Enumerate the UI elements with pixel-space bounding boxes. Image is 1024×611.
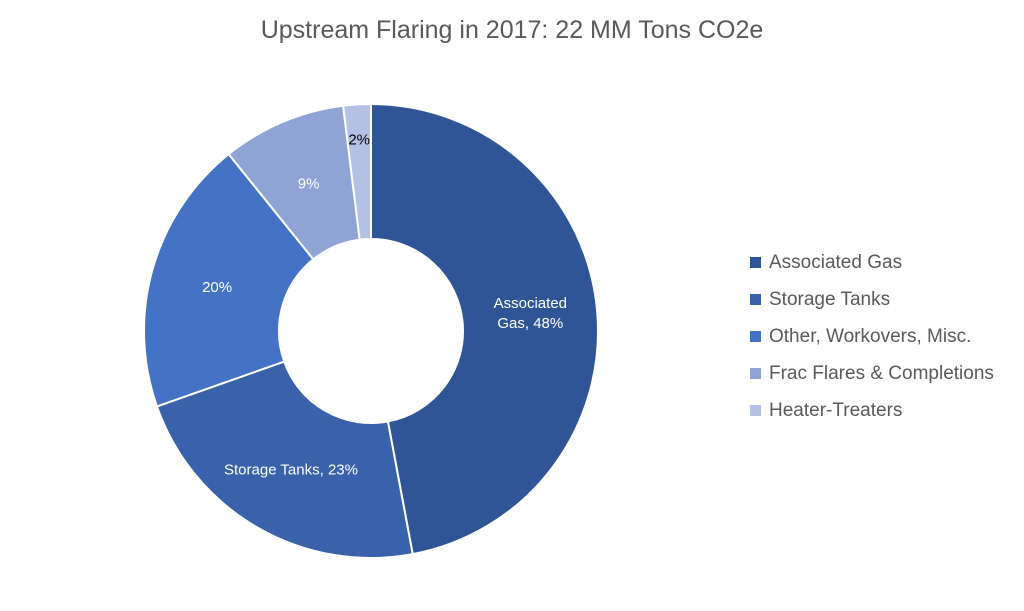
slice-other-workovers-misc [143,152,315,408]
legend-item: Storage Tanks [750,281,994,318]
data-label: 20% [202,279,232,296]
legend-item: Frac Flares & Completions [750,355,994,392]
legend-label: Storage Tanks [769,288,891,310]
slice-associated-gas [370,102,599,556]
legend-swatch [750,405,761,416]
legend-swatch [750,368,761,379]
chart-title: Upstream Flaring in 2017: 22 MM Tons CO2… [260,16,764,44]
data-label: Associated Gas, 48% [494,295,567,332]
slice-heater-treaters [341,102,372,241]
legend-item: Heater-Treaters [750,392,994,429]
legend-label: Other, Workovers, Misc. [769,325,972,347]
legend: Associated Gas Storage Tanks Other, Workov… [750,244,994,429]
legend-item: Associated Gas [750,244,994,281]
legend-item: Other, Workovers, Misc. [750,318,994,355]
legend-swatch [750,294,761,305]
legend-swatch [750,257,761,268]
slice-storage-tanks [155,360,414,559]
legend-label: Heater-Treaters [769,399,903,421]
legend-swatch [750,331,761,342]
data-label: 2% [348,131,370,148]
legend-label: Frac Flares & Completions [769,362,994,384]
legend-label: Associated Gas [769,251,903,273]
data-label: Storage Tanks, 23% [224,462,358,479]
data-label: 9% [298,176,320,193]
